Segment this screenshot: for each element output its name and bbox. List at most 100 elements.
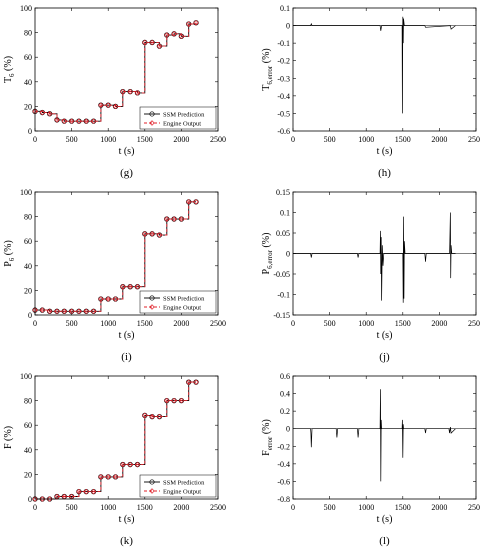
- legend-label: SSM Prediction: [163, 112, 205, 119]
- x-tick-label: 1500: [395, 135, 411, 144]
- y-axis-label: P6,error (%): [261, 233, 274, 275]
- engine-output-marker: [61, 118, 67, 124]
- engine-output-marker: [178, 397, 185, 404]
- y-tick-label: 0.05: [276, 229, 290, 238]
- engine-output-marker: [120, 88, 126, 95]
- x-tick-label: 0: [33, 135, 37, 144]
- y-tick-label: -0.1: [277, 39, 290, 48]
- x-tick-label: 0: [291, 319, 295, 328]
- engine-output-marker: [193, 379, 199, 385]
- x-tick-label: 500: [66, 503, 78, 512]
- engine-output-marker: [164, 216, 170, 222]
- x-tick-label: 2000: [431, 319, 447, 328]
- y-axis-label: P6 (%): [3, 240, 16, 267]
- y-tick-label: 0: [286, 425, 290, 434]
- y-tick-label: 20: [24, 470, 32, 479]
- y-tick-label: 80: [24, 29, 32, 38]
- engine-output-line: [35, 201, 196, 312]
- engine-output-marker: [112, 103, 119, 110]
- x-tick-label: 2000: [173, 503, 189, 512]
- engine-output-marker: [156, 413, 163, 420]
- legend-box: [139, 290, 217, 314]
- legend-marker-ssm: [149, 295, 155, 301]
- engine-output-marker: [149, 39, 155, 46]
- legend-label: Engine Output: [163, 121, 201, 128]
- y-tick-label: 0.6: [280, 372, 290, 381]
- x-tick-label: 1000: [100, 503, 116, 512]
- engine-output-marker: [32, 496, 38, 502]
- y-tick-label: -0.15: [273, 311, 290, 320]
- engine-output-line: [35, 381, 196, 500]
- x-tick-label: 2000: [431, 503, 447, 512]
- x-tick-label: 2500: [210, 135, 226, 144]
- panel-h: 0 500 1000 1500 2000 2500 -0.6 -0.5 -0.4 -0.3 -0.2…: [261, 4, 480, 179]
- x-tick-label: 1500: [395, 503, 411, 512]
- y-tick-label: 40: [24, 78, 32, 87]
- engine-output-marker: [46, 111, 53, 117]
- panel-label: (l): [379, 535, 390, 547]
- y-tick-label: 100: [20, 188, 32, 197]
- y-tick-label: -0.1: [277, 291, 290, 300]
- x-axis-label: t (s): [119, 514, 135, 525]
- engine-output-marker: [127, 284, 133, 290]
- panel-k: 0 500 1000 1500 2000 2500 0 20 40 60 80 100 t (s) F (…: [3, 372, 226, 547]
- engine-output-marker: [178, 216, 185, 222]
- plot-frame: [292, 191, 477, 316]
- panel-i: 0 500 1000 1500 2000 2500 0 20 40 60 80 100 t (s) P6 …: [3, 188, 226, 363]
- y-tick-label: -0.6: [277, 477, 290, 486]
- engine-output-marker: [171, 31, 177, 37]
- engine-output-marker: [98, 296, 104, 302]
- legend-marker-engine: [149, 120, 155, 126]
- y-tick-label: -0.05: [273, 270, 290, 279]
- x-tick-label: 0: [33, 319, 37, 328]
- engine-output-marker: [90, 308, 97, 315]
- x-tick-label: 0: [33, 503, 37, 512]
- engine-output-marker: [83, 118, 89, 124]
- engine-output-marker: [186, 199, 192, 205]
- plot-frame: [292, 375, 477, 500]
- y-tick-label: 60: [24, 53, 32, 62]
- y-tick-label: -0.4: [277, 460, 290, 469]
- y-tick-label: 40: [24, 262, 32, 271]
- y-tick-label: 100: [20, 372, 32, 381]
- y-tick-label: -0.8: [277, 495, 290, 504]
- x-axis-label: t (s): [377, 330, 393, 341]
- legend-label: SSM Prediction: [163, 480, 205, 487]
- legend-marker-engine: [149, 488, 155, 494]
- plot-frame: [34, 191, 219, 316]
- engine-output-marker: [193, 199, 199, 205]
- engine-output-marker: [76, 488, 82, 495]
- engine-output-marker: [178, 33, 185, 39]
- x-tick-label: 1000: [100, 319, 116, 328]
- x-tick-label: 0: [291, 135, 295, 144]
- engine-output-marker: [134, 284, 141, 290]
- engine-output-marker: [68, 118, 75, 124]
- y-tick-label: 0: [28, 495, 32, 504]
- y-axis-label: F (%): [3, 426, 14, 449]
- y-tick-label: 0.1: [280, 209, 290, 218]
- engine-output-marker: [127, 88, 133, 95]
- y-tick-label: 80: [24, 397, 32, 406]
- engine-output-marker: [120, 284, 126, 290]
- engine-output-marker: [83, 308, 89, 315]
- y-tick-label: 0: [28, 311, 32, 320]
- y-tick-label: -0.4: [277, 92, 290, 101]
- legend-label: Engine Output: [163, 489, 201, 496]
- y-tick-label: 20: [24, 102, 32, 111]
- plot-frame: [292, 7, 477, 132]
- engine-output-marker: [76, 118, 82, 124]
- panel-g: 0 500 1000 1500 2000 2500 0 20 40 60 80 100 t (s) T6 …: [3, 4, 226, 179]
- engine-output-marker: [112, 296, 119, 302]
- engine-output-marker: [98, 102, 104, 108]
- engine-output-marker: [149, 231, 155, 237]
- engine-output-marker: [171, 397, 177, 404]
- legend-label: SSM Prediction: [163, 296, 205, 303]
- x-axis-label: t (s): [377, 146, 393, 157]
- engine-output-marker: [134, 90, 141, 96]
- panel-label: (h): [378, 167, 391, 179]
- engine-output-marker: [105, 296, 111, 302]
- engine-output-marker: [98, 474, 104, 480]
- x-tick-label: 2500: [468, 319, 480, 328]
